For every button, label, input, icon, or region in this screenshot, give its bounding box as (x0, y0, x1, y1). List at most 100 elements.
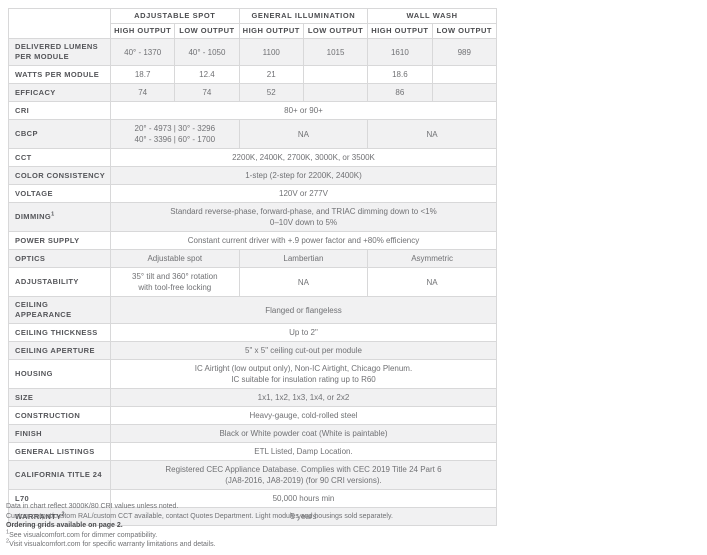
footnote-marker: 1 (6, 529, 10, 536)
spec-value-cell: 989 (431, 38, 497, 66)
spec-value-cell: 1100 (238, 38, 304, 66)
sub-header: LOW OUTPUT (302, 23, 369, 39)
spec-value-cell: Standard reverse-phase, forward-phase, a… (110, 202, 497, 232)
row-label: CCT (8, 148, 111, 167)
spec-value-cell: NA (238, 119, 369, 149)
spec-value-cell: 74 (109, 83, 176, 102)
sub-header: HIGH OUTPUT (367, 23, 433, 39)
spec-value-cell: 20° - 4973 | 30° - 3296 40° - 3396 | 60° … (110, 119, 240, 149)
spec-value-cell: 2200K, 2400K, 2700K, 3000K, or 3500K (110, 148, 497, 167)
footnote-line: 1See visualcomfort.com for dimmer compat… (6, 529, 158, 539)
column-group-wall-wash: WALL WASH (367, 8, 497, 24)
sub-header: LOW OUTPUT (431, 23, 497, 39)
table-row: OPTICS Adjustable spot Lambertian Asymmetri… (8, 249, 497, 268)
row-label: CEILING APPEARANCE (8, 296, 111, 324)
table-row: GENERAL LISTINGS ETL Listed, Damp Locatio… (8, 442, 497, 461)
row-label: GENERAL LISTINGS (8, 442, 111, 461)
spec-value-cell: Heavy-gauge, cold-rolled steel (110, 406, 497, 425)
footnote-line: Custom output/custom RAL/custom CCT avai… (6, 512, 393, 520)
spec-value-cell: 21 (238, 65, 304, 84)
table-row: CRI 80+ or 90+ (8, 101, 497, 120)
spec-value-cell: 12.4 (174, 65, 240, 84)
spec-value-cell: 1x1, 1x2, 1x3, 1x4, or 2x2 (110, 388, 497, 407)
spec-value-cell: NA (367, 267, 497, 297)
row-label: CBCP (8, 119, 111, 149)
row-label: CRI (8, 101, 111, 120)
spec-value-cell: 40° - 1050 (174, 38, 240, 66)
table-row: CONSTRUCTION Heavy-gauge, cold-rolled ste… (8, 406, 497, 425)
spec-value-cell: Lambertian (238, 249, 369, 268)
spec-value-cell: 5 years (110, 507, 497, 526)
spec-value-cell: ETL Listed, Damp Location. (110, 442, 497, 461)
footnote-marker: 2 (6, 538, 10, 545)
group-header-row: ADJUSTABLE SPOT GENERAL ILLUMINATION WAL… (8, 8, 497, 39)
spec-value-cell: NA (367, 119, 497, 149)
table-row: WARRANTY2 5 years (8, 507, 497, 526)
table-row: DIMMING1 Standard reverse-phase, forward-… (8, 202, 497, 232)
column-group-adjustable-spot: ADJUSTABLE SPOT (110, 8, 240, 24)
spec-value-cell: 80+ or 90+ (110, 101, 497, 120)
spec-value-cell: 1-step (2-step for 2200K, 2400K) (110, 166, 497, 185)
row-label: OPTICS (8, 249, 111, 268)
footnote-marker: 1 (51, 211, 55, 218)
table-row: FINISH Black or White powder coat (White … (8, 424, 497, 443)
table-row: ADJUSTABILITY 35° tilt and 360° rotation w… (8, 267, 497, 297)
spec-value-cell (302, 83, 369, 102)
spec-value-cell: 35° tilt and 360° rotation with tool-free… (110, 267, 240, 297)
table-row: SIZE 1x1, 1x2, 1x3, 1x4, or 2x2 (8, 388, 497, 407)
table-row: CEILING THICKNESS Up to 2" (8, 323, 497, 342)
sub-header: LOW OUTPUT (174, 23, 240, 39)
corner-cell (8, 8, 111, 39)
row-label: POWER SUPPLY (8, 231, 111, 250)
spec-value-cell: 52 (238, 83, 304, 102)
spec-value-cell: Asymmetric (367, 249, 497, 268)
spec-value-cell: 1015 (302, 38, 369, 66)
footnotes: Data in chart reflect 3000K/80 CRI value… (6, 502, 393, 550)
spec-value-cell: Constant current driver with +.9 power f… (110, 231, 497, 250)
sub-header: HIGH OUTPUT (238, 23, 304, 39)
spec-value-cell: Registered CEC Appliance Database. Compl… (110, 460, 497, 490)
spec-value-cell: Adjustable spot (110, 249, 240, 268)
table-row: WATTS PER MODULE 18.7 12.4 21 18.6 (8, 65, 497, 84)
row-label: CEILING APERTURE (8, 341, 111, 360)
spec-value-cell: Up to 2" (110, 323, 497, 342)
table-row: VOLTAGE 120V or 277V (8, 184, 497, 203)
table-row: COLOR CONSISTENCY 1-step (2-step for 2200… (8, 166, 497, 185)
spec-value-cell (302, 65, 369, 84)
table-row: CALIFORNIA TITLE 24 Registered CEC Applia… (8, 460, 497, 490)
row-label: COLOR CONSISTENCY (8, 166, 111, 185)
spec-value-cell: IC Airtight (low output only), Non-IC Ai… (110, 359, 497, 389)
table-row: EFFICACY 74 74 52 86 (8, 83, 497, 102)
spec-value-cell: Black or White powder coat (White is pai… (110, 424, 497, 443)
row-label: HOUSING (8, 359, 111, 389)
row-label: WARRANTY2 (8, 507, 111, 526)
column-group-general-illumination: GENERAL ILLUMINATION (238, 8, 369, 24)
row-label: CONSTRUCTION (8, 406, 111, 425)
table-row: CEILING APERTURE 5" x 5" ceiling cut-out … (8, 341, 497, 360)
spec-value-cell: 120V or 277V (110, 184, 497, 203)
row-label: DELIVERED LUMENS PER MODULE (8, 38, 111, 66)
row-label: WATTS PER MODULE (8, 65, 111, 84)
table-row: CBCP 20° - 4973 | 30° - 3296 40° - 3396 | … (8, 119, 497, 149)
table-row: CCT 2200K, 2400K, 2700K, 3000K, or 3500K (8, 148, 497, 167)
spec-value-cell (431, 65, 497, 84)
spec-value-cell (431, 83, 497, 102)
spec-value-cell: NA (238, 267, 369, 297)
row-label: DIMMING1 (8, 202, 111, 232)
table-body: DELIVERED LUMENS PER MODULE 40° - 1370 40°… (8, 38, 497, 526)
row-label: SIZE (8, 388, 111, 407)
footnote-line: Ordering grids available on page 2. (6, 522, 123, 529)
spec-value-cell: 86 (367, 83, 433, 102)
table-row: POWER SUPPLY Constant current driver with… (8, 231, 497, 250)
footnote-line: Data in chart reflect 3000K/80 CRI value… (6, 503, 179, 510)
row-label: CALIFORNIA TITLE 24 (8, 460, 111, 490)
table-header: ADJUSTABLE SPOT GENERAL ILLUMINATION WAL… (8, 8, 497, 39)
table-row: HOUSING IC Airtight (low output only), No… (8, 359, 497, 389)
spec-value-cell: 18.7 (109, 65, 176, 84)
spec-value-cell: 18.6 (367, 65, 433, 84)
row-label: ADJUSTABILITY (8, 267, 111, 297)
specification-table: ADJUSTABLE SPOT GENERAL ILLUMINATION WAL… (8, 8, 497, 526)
spec-value-cell: 40° - 1370 (109, 38, 176, 66)
row-label: VOLTAGE (8, 184, 111, 203)
footnote-marker: 2 (61, 511, 65, 517)
